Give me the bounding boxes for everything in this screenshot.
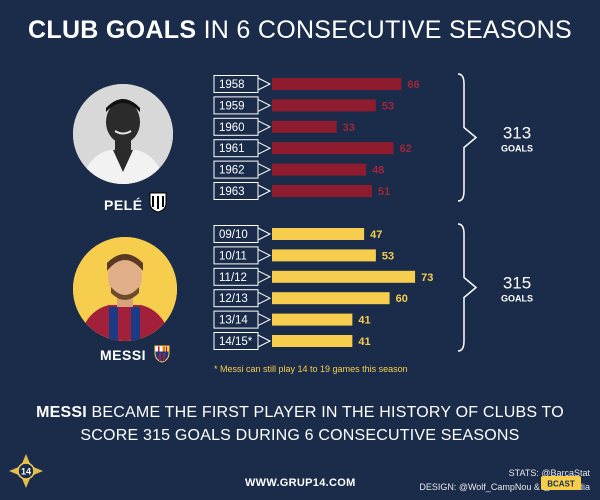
messi-name: MESSI (100, 347, 147, 363)
season-label: 13/14 (219, 315, 248, 327)
goal-value-label: 53 (382, 100, 394, 112)
season-label: 1961 (219, 143, 245, 155)
title-rest: IN 6 CONSECUTIVE SEASONS (203, 16, 572, 44)
website-link[interactable]: WWW.GRUP14.COM (245, 477, 356, 489)
goal-value-label: 66 (407, 79, 419, 91)
season-connector (257, 313, 272, 327)
season-label: 1962 (219, 165, 245, 177)
page-title: CLUB GOALS IN 6 CONSECUTIVE SEASONS (0, 16, 600, 45)
goal-bar (272, 120, 337, 133)
season-label-box (213, 267, 259, 286)
season-connector (257, 98, 272, 112)
fcb-crest-icon (154, 345, 170, 368)
goal-value-label: 47 (370, 229, 382, 241)
goal-bar (272, 163, 367, 176)
title-bold: CLUB GOALS (28, 16, 197, 44)
stats-credit: STATS: @BarcaStat (508, 468, 590, 478)
total-brace (457, 223, 478, 352)
season-label-box (213, 117, 259, 136)
goal-value-label: 53 (382, 250, 394, 262)
goal-bar (272, 78, 402, 90)
season-connector (257, 120, 272, 134)
goal-bar (272, 335, 353, 347)
season-label: 12/13 (219, 293, 248, 305)
season-label-box (213, 96, 259, 115)
messi-photo (73, 237, 177, 341)
headline-line1: BECAME THE FIRST PLAYER IN THE HISTORY O… (91, 404, 564, 421)
logo-text: 14 (21, 467, 31, 477)
season-connector (257, 227, 272, 241)
total-unit: GOALS (501, 144, 533, 154)
season-label: 1960 (219, 122, 245, 134)
season-label: 14/15* (219, 336, 253, 348)
bcast-badge-icon: BCAST (541, 476, 581, 495)
season-label-box (213, 225, 259, 243)
season-label-box (213, 246, 259, 265)
goal-bar (272, 185, 372, 197)
season-label: 1958 (219, 79, 245, 91)
headline-bold: MESSI (36, 404, 87, 421)
footnote: * Messi can still play 14 to 19 games th… (214, 364, 408, 374)
season-label-box (213, 332, 259, 350)
goal-bar (272, 292, 390, 305)
total-unit: GOALS (501, 294, 533, 304)
goal-bar (272, 228, 365, 240)
season-label: 10/11 (219, 250, 247, 262)
season-label: 1963 (219, 186, 245, 198)
design-credit: DESIGN: @Wolf_CampNou & @XusBadia (419, 482, 590, 492)
goal-value-label: 41 (358, 315, 370, 327)
santos-crest-icon (149, 192, 167, 218)
season-label-box (213, 310, 259, 329)
goal-bar (272, 313, 353, 326)
total-value: 313 (503, 124, 531, 143)
total-value: 315 (503, 274, 531, 293)
goal-bar (272, 270, 416, 283)
season-label: 1959 (219, 100, 245, 112)
goal-value-label: 33 (343, 122, 355, 134)
season-label-box (213, 289, 259, 308)
season-connector (257, 141, 272, 155)
credits: STATS: @BarcaStat DESIGN: @Wolf_CampNou … (419, 466, 590, 494)
season-connector (257, 291, 272, 305)
goal-bar (272, 249, 376, 262)
season-label-box (213, 75, 259, 93)
goal-value-label: 60 (396, 293, 408, 305)
season-label-box (213, 160, 259, 179)
goal-bar (272, 142, 394, 155)
total-brace (457, 73, 478, 202)
goal-value-label: 51 (378, 186, 390, 198)
goal-value-label: 41 (358, 336, 370, 348)
season-connector (257, 184, 272, 198)
grup14-logo-icon: 14 (7, 452, 45, 495)
pele-photo (73, 84, 173, 184)
season-label-box (213, 182, 259, 200)
season-label: 11/12 (219, 272, 247, 284)
goal-value-label: 62 (400, 143, 412, 155)
season-connector (257, 334, 272, 348)
season-connector (257, 77, 272, 91)
pele-name: PELÉ (104, 197, 143, 213)
goal-value-label: 73 (421, 272, 433, 284)
bcast-text: BCAST (547, 480, 575, 489)
season-connector (257, 248, 272, 262)
goal-value-label: 48 (372, 165, 384, 177)
headline: MESSI BECAME THE FIRST PLAYER IN THE HIS… (0, 401, 600, 447)
headline-line2: SCORE 315 GOALS DURING 6 CONSECUTIVE SEA… (80, 427, 520, 444)
season-label: 09/10 (219, 229, 248, 241)
season-label-box (213, 139, 259, 158)
season-connector (257, 270, 272, 284)
goal-bar (272, 99, 376, 112)
season-connector (257, 163, 272, 177)
